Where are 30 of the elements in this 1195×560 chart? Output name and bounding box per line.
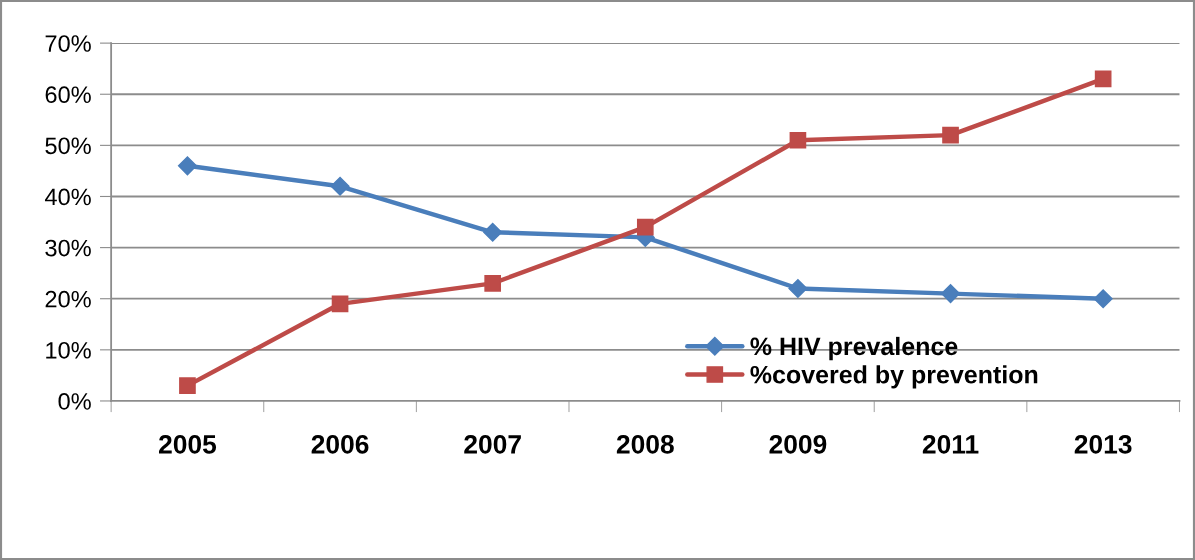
point	[484, 275, 502, 292]
point	[330, 176, 350, 196]
y-tick-label: 30%	[45, 239, 91, 257]
point	[1093, 289, 1113, 309]
y-tick-label: 10%	[46, 341, 91, 359]
legend-label: % HIV prevalence	[750, 336, 958, 361]
y-tick-label: 40%	[44, 188, 91, 206]
x-tick-label: 2011	[922, 434, 979, 454]
point	[331, 295, 349, 313]
point	[942, 126, 959, 144]
y-tick-label: 70%	[45, 35, 91, 52]
x-tick-label: 2008	[616, 434, 674, 454]
point	[941, 284, 961, 304]
point	[179, 377, 196, 394]
x-tick-label: 2006	[311, 434, 369, 454]
x-tick-label: 2007	[464, 434, 521, 454]
y-tick-label: 20%	[45, 290, 91, 308]
point	[788, 278, 808, 299]
point	[1094, 70, 1112, 88]
point	[636, 218, 654, 236]
point	[483, 222, 503, 242]
y-tick-label: 0%	[58, 393, 91, 410]
legend-label: %covered by prevention	[750, 365, 1038, 389]
point	[177, 156, 197, 176]
x-tick-label: 2009	[769, 434, 827, 454]
x-tick-label: 2013	[1074, 434, 1132, 454]
x-tick-label: 2005	[159, 434, 217, 454]
y-tick-label: 50%	[45, 137, 91, 155]
point	[789, 131, 807, 149]
y-tick-label: 60%	[45, 86, 91, 104]
